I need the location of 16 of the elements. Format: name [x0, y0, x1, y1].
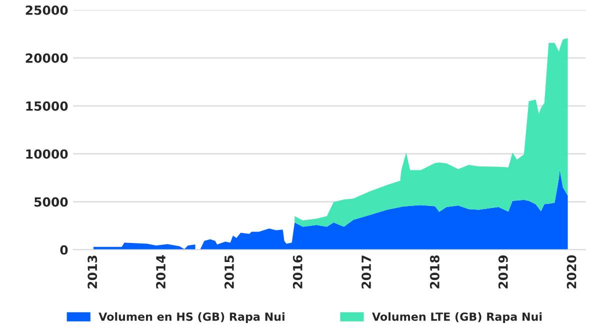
x-tick-label: 2016 [292, 255, 302, 288]
y-tick-label: 10000 [26, 149, 68, 159]
x-tick-label: 2020 [566, 255, 576, 288]
legend-label: Volumen en HS (GB) Rapa Nui [98, 312, 284, 323]
x-tick-label: 2019 [498, 255, 508, 288]
x-tick-label: 2014 [156, 255, 166, 288]
x-tick-label: 2017 [362, 256, 371, 288]
x-tick-label: 2018 [430, 255, 440, 288]
y-tick-label: 25000 [26, 5, 68, 15]
y-tick-label: 20000 [26, 53, 68, 63]
legend-label: Volumen LTE (GB) Rapa Nui [372, 312, 542, 323]
y-tick-label: 5000 [34, 197, 68, 207]
y-tick-label: 15000 [26, 101, 68, 111]
y-tick-label: 0 [60, 245, 68, 255]
x-tick-label: 2015 [224, 255, 234, 288]
x-tick-label: 2013 [88, 256, 98, 288]
